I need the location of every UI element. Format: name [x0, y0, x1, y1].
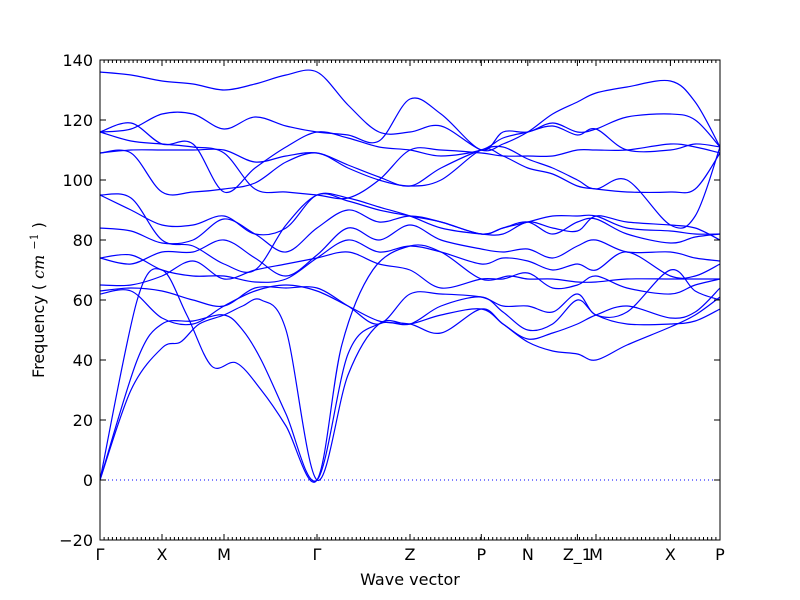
y-tick-label: 60 [73, 291, 93, 310]
x-tick-label: P [715, 545, 725, 564]
x-tick-label: Γ [96, 545, 105, 564]
band-line-5 [99, 269, 721, 325]
y-axis-label-close-paren: ) [29, 222, 48, 228]
y-tick-label: 40 [73, 351, 93, 370]
x-tick-label: M [589, 545, 603, 564]
x-tick-label: Γ [313, 545, 322, 564]
y-tick-label: 120 [62, 111, 93, 130]
band-line-15 [99, 122, 721, 194]
band-line-4 [99, 284, 721, 340]
x-tick-label: X [665, 545, 676, 564]
y-axis-label-main: Frequency [29, 295, 48, 378]
band-line-10 [99, 193, 721, 236]
y-axis-label-open-paren: ( [29, 284, 48, 290]
band-line-3 [99, 244, 720, 483]
band-line-6 [99, 251, 721, 295]
y-axis-label-unit-exponent: −1 [28, 233, 41, 249]
band-line-16 [99, 97, 721, 151]
band-line-11 [99, 192, 721, 273]
band-line-14 [99, 131, 721, 200]
x-tick-label: Z [405, 545, 416, 564]
y-axis-label: Frequency ( cm −1 ) [23, 222, 48, 378]
x-axis-minor-ticks [99, 60, 721, 540]
band-line-8 [99, 224, 721, 277]
y-tick-label: 80 [73, 231, 93, 250]
x-tick-label: M [217, 545, 231, 564]
y-axis-ticks: −20 0 20 40 60 80 100 120 140 [59, 51, 720, 550]
y-tick-label: 20 [73, 411, 93, 430]
band-line-17 [99, 69, 721, 152]
band-line-9 [99, 209, 721, 253]
x-tick-label: Z_1 [563, 545, 592, 565]
y-tick-label: 140 [62, 51, 93, 70]
y-tick-label: 100 [62, 171, 93, 190]
x-tick-label: N [522, 545, 534, 564]
x-axis-ticks: Γ X M Γ Z P N Z_1M X P [96, 60, 725, 565]
x-axis-label: Wave vector [360, 570, 460, 589]
band-line-12 [99, 148, 721, 196]
y-axis-label-unit: cm [29, 255, 48, 279]
band-line-13 [99, 145, 721, 229]
band-line-7 [99, 239, 721, 283]
y-tick-label: 0 [83, 471, 93, 490]
y-tick-label: −20 [59, 531, 93, 550]
x-tick-label: P [476, 545, 486, 564]
band-series-group [99, 69, 721, 483]
x-tick-label: X [157, 545, 168, 564]
